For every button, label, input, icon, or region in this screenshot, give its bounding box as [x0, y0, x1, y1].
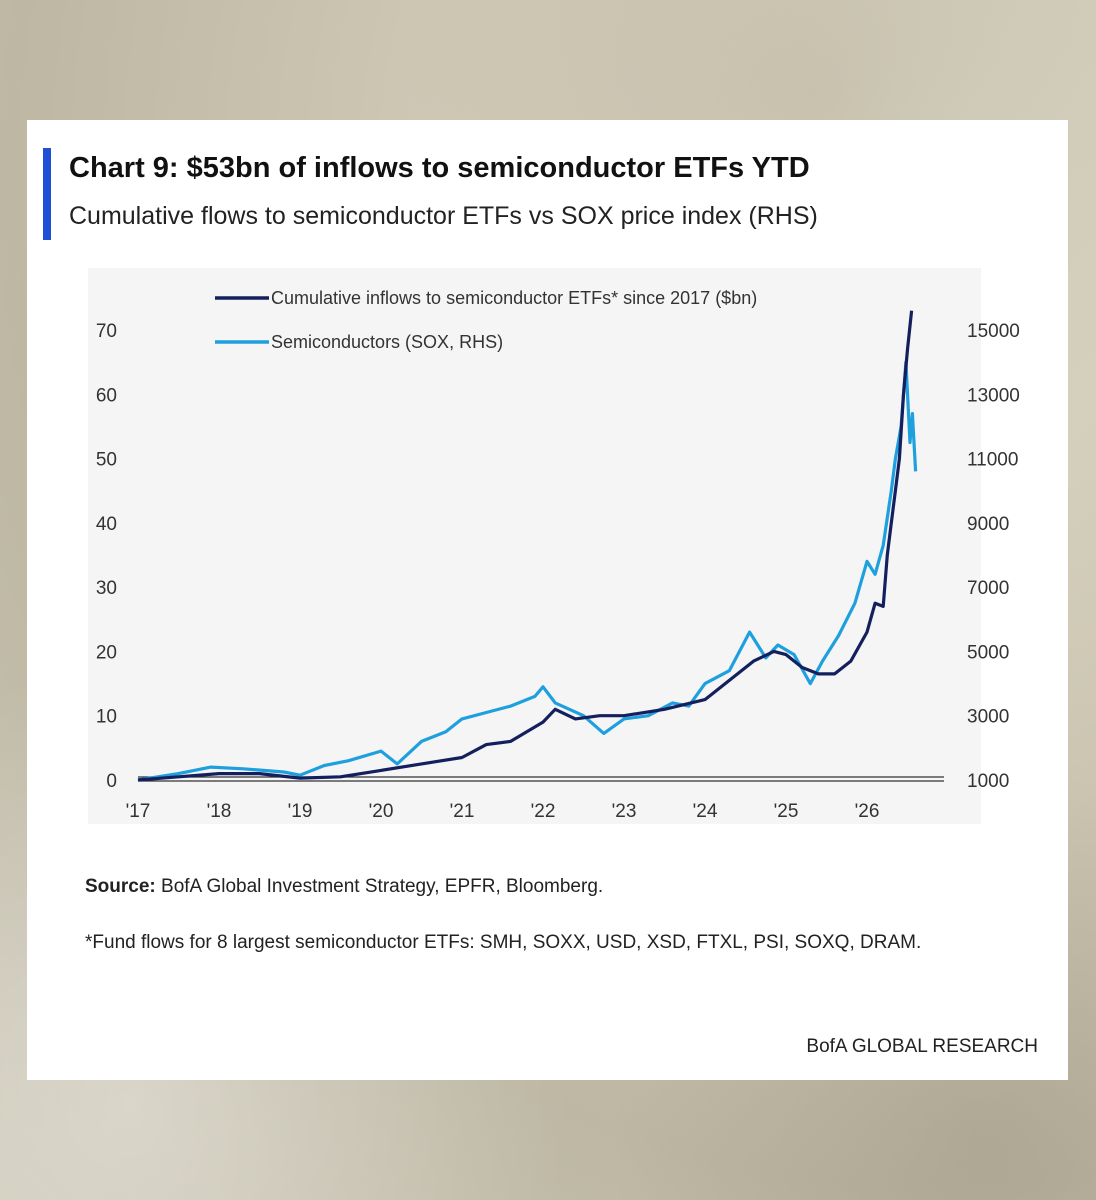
y-left-tick-label: 50 — [96, 450, 117, 471]
source-label: Source: — [85, 876, 156, 897]
y-right-tick-label: 15000 — [967, 321, 1020, 342]
x-tick-label: '21 — [450, 801, 475, 822]
y-right-tick-label: 1000 — [967, 771, 1009, 792]
legend-label-flows: Cumulative inflows to semiconductor ETFs… — [271, 288, 757, 308]
x-tick-label: '25 — [774, 801, 799, 822]
x-tick-label: '22 — [531, 801, 556, 822]
x-tick-label: '24 — [693, 801, 718, 822]
chart-title: Chart 9: $53bn of inflows to semiconduct… — [69, 152, 810, 184]
y-right-tick-label: 5000 — [967, 642, 1009, 663]
series-line-sox — [137, 360, 918, 782]
y-left-tick-label: 0 — [106, 771, 117, 792]
plot-area — [88, 268, 981, 824]
y-left-tick-label: 20 — [96, 642, 117, 663]
y-right-tick-label: 9000 — [967, 514, 1009, 535]
y-left-tick-label: 70 — [96, 321, 117, 342]
title-accent-bar — [43, 148, 51, 240]
x-tick-label: '23 — [612, 801, 637, 822]
x-tick-label: '20 — [369, 801, 394, 822]
chart-svg: 0 10 20 30 40 50 60 70 1000 3000 5000 7000 9000 11000… — [96, 288, 1020, 822]
series-line-flows — [137, 310, 914, 782]
x-tick-label: '17 — [126, 801, 151, 822]
x-tick-label: '26 — [855, 801, 880, 822]
y-right-tick-label: 3000 — [967, 707, 1009, 728]
y-right-tick-label: 7000 — [967, 578, 1009, 599]
y-right-tick-label: 13000 — [967, 385, 1020, 406]
y-left-tick-label: 60 — [96, 385, 117, 406]
y-right-tick-label: 11000 — [967, 450, 1018, 471]
chart-card: Chart 9: $53bn of inflows to semiconduct… — [27, 120, 1068, 1080]
y-left-tick-label: 10 — [96, 707, 117, 728]
legend-label-sox: Semiconductors (SOX, RHS) — [271, 332, 503, 352]
x-tick-label: '19 — [288, 801, 313, 822]
source-text: BofA Global Investment Strategy, EPFR, B… — [161, 876, 604, 897]
brand-label: BofA GLOBAL RESEARCH — [806, 1036, 1038, 1057]
x-tick-label: '18 — [207, 801, 232, 822]
y-left-tick-label: 30 — [96, 578, 117, 599]
footnote: *Fund flows for 8 largest semiconductor … — [85, 932, 922, 953]
y-left-tick-label: 40 — [96, 514, 117, 535]
chart-subtitle: Cumulative flows to semiconductor ETFs v… — [69, 202, 818, 230]
source-note: Source: BofA Global Investment Strategy,… — [85, 876, 603, 898]
